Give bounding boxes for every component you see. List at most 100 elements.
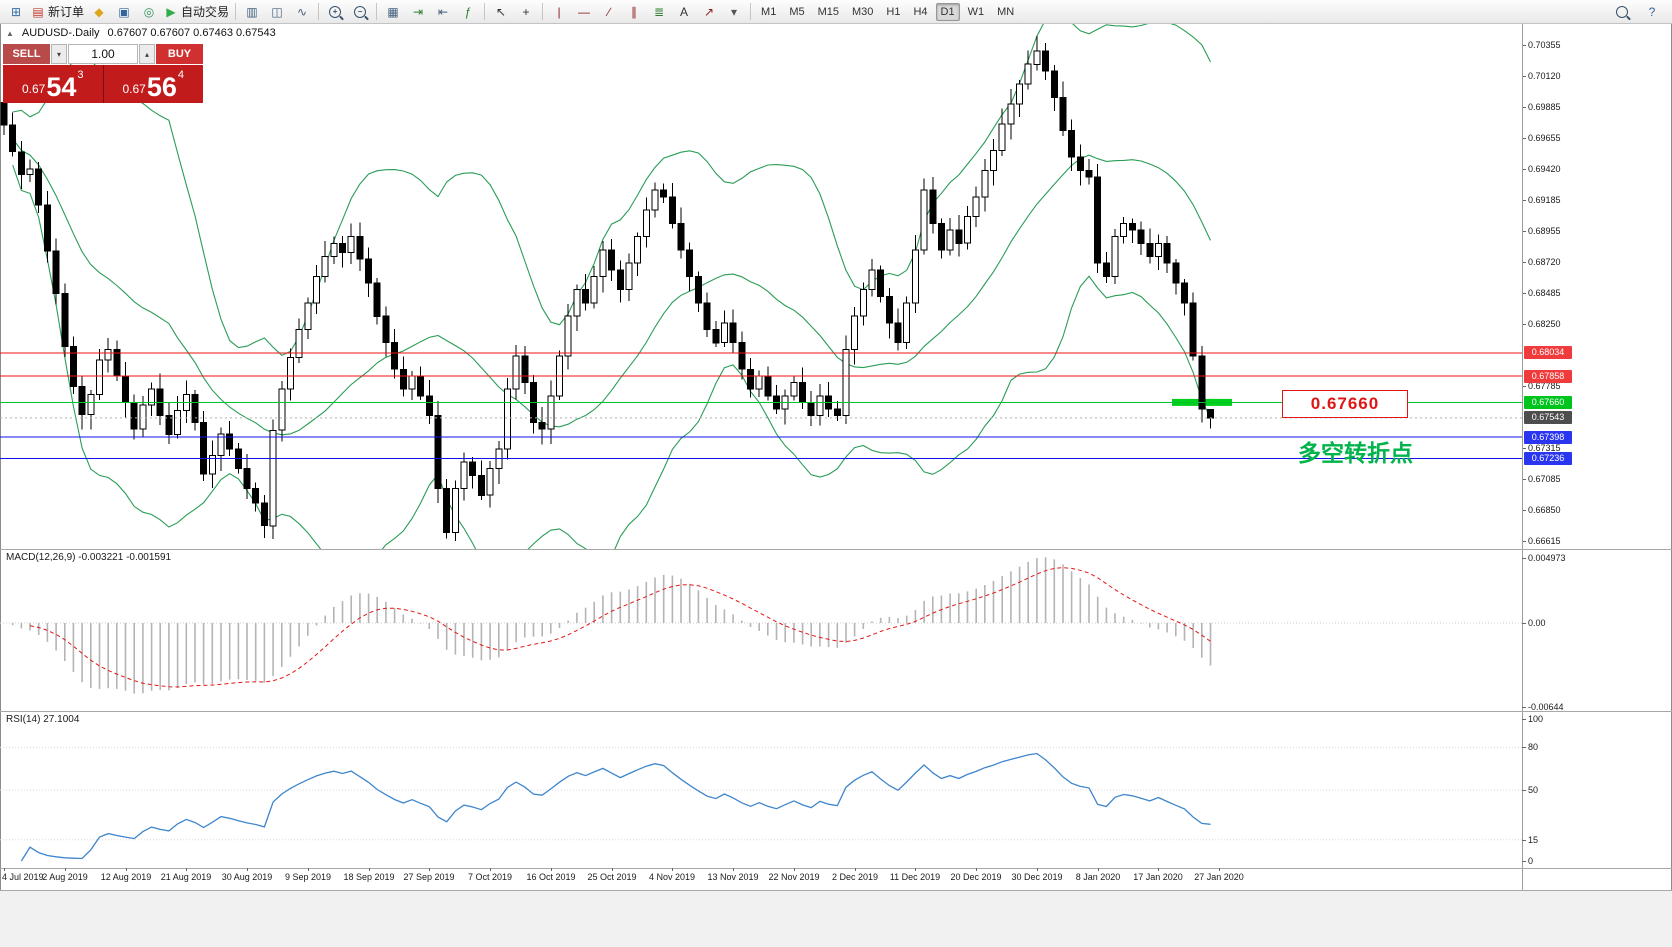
timeframe-d1-button[interactable]: D1 (935, 2, 960, 21)
time-axis[interactable] (0, 868, 1522, 890)
candle-body (243, 468, 251, 490)
volume-input[interactable]: 1.00 (68, 44, 138, 64)
candlestick-chart-type-icon: ◫ (271, 4, 283, 19)
candle-body (1181, 282, 1188, 304)
candle-body (608, 249, 616, 271)
timeframe-h1-button[interactable]: H1 (886, 5, 901, 18)
price-axis-label: 0.68720 (1528, 257, 1561, 267)
rsi-axis-tick (1522, 840, 1526, 841)
candle-body (122, 375, 129, 403)
timeframe-m1-button[interactable]: M1 (761, 5, 777, 18)
timeframe-mn-button[interactable]: MN (997, 5, 1015, 18)
new-order-button[interactable]: ▤ 新订单 (29, 2, 86, 22)
tile-windows-button[interactable]: ▦ (381, 2, 405, 22)
trade-panel-prices: 0.67 54 3 0.67 56 4 (3, 65, 203, 103)
time-axis-label: 4 Jul 2019 (2, 872, 44, 882)
metaeditor-button[interactable]: ◆ (87, 2, 111, 22)
candle-body (451, 488, 459, 533)
price-axis-label: 0.67315 (1528, 443, 1561, 453)
rsi-panel-canvas[interactable] (0, 711, 1522, 868)
price-level-label[interactable]: 0.67660 (1282, 390, 1408, 418)
timeframe-m30-button[interactable]: M30 (852, 5, 874, 18)
collapse-trade-panel-arrow[interactable]: ▲ (6, 28, 14, 38)
price-chart-canvas[interactable] (0, 24, 1522, 549)
price-axis-label: 0.68250 (1528, 319, 1561, 329)
cursor-button[interactable]: ↖ (489, 2, 513, 22)
bar-chart-type-button[interactable]: ▥ (240, 2, 264, 22)
buy-price-display[interactable]: 0.67 56 4 (102, 65, 203, 103)
macd-panel-canvas[interactable] (0, 549, 1522, 711)
equidistant-channel-icon: ∥ (631, 4, 638, 19)
time-axis-label: 30 Aug 2019 (221, 872, 273, 882)
zoom-in-button[interactable]: + (323, 2, 347, 22)
candle-body (703, 302, 711, 330)
rsi-axis-tick (1522, 861, 1526, 862)
candle-body (313, 275, 320, 304)
rsi-axis-tick (1522, 790, 1526, 791)
toolbar-right: ? (1610, 2, 1668, 22)
price-badge: 0.67543 (1524, 411, 1572, 424)
candle-body (590, 275, 598, 304)
volume-increase-button[interactable]: ▴ (139, 44, 155, 64)
candle-body (625, 262, 633, 291)
macd-axis-label: 0.00 (1528, 618, 1546, 628)
price-axis-tick (1522, 138, 1526, 139)
turning-point-annotation: 多空转折点 (1298, 440, 1413, 466)
timeframe-m5-button[interactable]: M5 (789, 5, 805, 18)
timeframe-h4-button[interactable]: H4 (913, 5, 928, 18)
new-chart-button[interactable]: ⊞ (4, 2, 28, 22)
time-axis-label: 27 Jan 2020 (1194, 872, 1244, 882)
trendline-button[interactable]: ∕ (597, 2, 621, 22)
zoom-out-button[interactable]: − (348, 2, 372, 22)
chart-shift-button[interactable]: ⇤ (431, 2, 455, 22)
candle-body (130, 401, 138, 430)
market-watch-button[interactable]: ▣ (112, 2, 136, 22)
arrow-object-button[interactable]: ↗ (697, 2, 721, 22)
price-badge: 0.67660 (1524, 396, 1572, 409)
auto-scroll-button[interactable]: ⇥ (406, 2, 430, 22)
timeframe-m15-button[interactable]: M15 (817, 5, 839, 18)
price-axis-label: 0.69655 (1528, 133, 1561, 143)
text-label-button[interactable]: A (672, 2, 696, 22)
volume-decrease-button[interactable]: ▾ (51, 44, 67, 64)
time-axis-label: 2 Dec 2019 (831, 872, 879, 882)
symbol-search-button[interactable] (1610, 2, 1634, 22)
candle-body (408, 375, 416, 390)
candle-body (148, 388, 156, 406)
trendline-icon: ∕ (608, 4, 611, 19)
autotrading-button[interactable]: ▶ 自动交易 (162, 2, 231, 22)
data-window-button[interactable]: ◎ (137, 2, 161, 22)
horizontal-line-button[interactable]: — (572, 2, 596, 22)
candle-body (365, 258, 373, 284)
time-axis-label: 11 Dec 2019 (889, 872, 941, 882)
autotrading-label: 自动交易 (181, 5, 230, 19)
help-button[interactable]: ? (1640, 2, 1664, 22)
candle-body (677, 222, 685, 251)
time-axis-label: 13 Nov 2019 (707, 872, 759, 882)
sell-button[interactable]: SELL (3, 44, 50, 64)
timeframe-w1-button[interactable]: W1 (967, 5, 985, 18)
candle-body (330, 242, 338, 258)
equidistant-channel-button[interactable]: ∥ (622, 2, 646, 22)
vertical-line-button[interactable]: | (547, 2, 571, 22)
candle-body (9, 124, 17, 153)
candlestick-chart-type-button[interactable]: ◫ (265, 2, 289, 22)
price-axis-tick (1522, 45, 1526, 46)
fibonacci-button[interactable]: ≣ (647, 2, 671, 22)
indicators-list-button[interactable]: ƒ (456, 2, 480, 22)
candle-body (26, 168, 34, 175)
crosshair-button[interactable]: + (514, 2, 538, 22)
rsi-label: RSI(14) 27.1004 (6, 714, 80, 725)
candle-body (764, 375, 772, 397)
candle-body (1189, 302, 1197, 357)
objects-dropdown-button[interactable]: ▾ (722, 2, 746, 22)
candle-body (139, 404, 147, 430)
line-chart-type-button[interactable]: ∿ (290, 2, 314, 22)
price-axis[interactable] (1522, 24, 1672, 868)
price-badge: 0.68034 (1524, 346, 1572, 359)
sell-price-display[interactable]: 0.67 54 3 (3, 65, 103, 103)
candle-body (174, 409, 182, 435)
candle-body (304, 302, 312, 330)
time-axis-tick (490, 868, 491, 871)
buy-button[interactable]: BUY (156, 44, 203, 64)
